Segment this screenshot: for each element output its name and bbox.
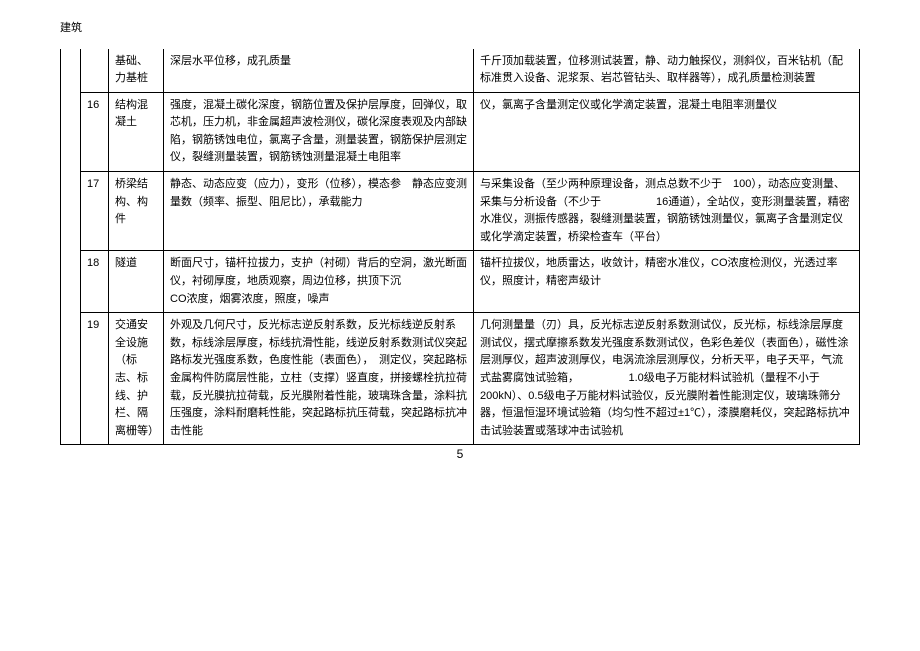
category-cell: 结构混凝土 [109,92,164,171]
params-cell: 断面尺寸，锚杆拉拔力，支护（衬砌）背后的空洞，激光断面仪，衬砌厚度，地质观察，周… [164,251,474,313]
equipment-cell: 千斤顶加载装置，位移测试装置，静、动力触探仪，测斜仪，百米钻机（配标准贯入设备、… [474,49,860,93]
params-cell: 深层水平位移，成孔质量 [164,49,474,93]
page-header: 建筑 [60,20,860,37]
category-cell: 基础、力基桩 [109,49,164,93]
equipment-cell: 锚杆拉拔仪，地质雷达，收敛计，精密水准仪，CO浓度检测仪，光透过率仪，照度计，精… [474,251,860,313]
category-cell: 隧道 [109,251,164,313]
specification-table: 基础、力基桩 深层水平位移，成孔质量 千斤顶加载装置，位移测试装置，静、动力触探… [60,49,860,446]
page-number: 5 [60,445,860,463]
params-cell: 静态、动态应变（应力），变形（位移），模态参 静态应变测量数（频率、振型、阻尼比… [164,172,474,251]
equipment-cell: 几何测量量（刃）具，反光标志逆反射系数测试仪，反光标，标线涂层厚度测试仪，摆式摩… [474,313,860,445]
row-number [81,49,109,93]
table-row: 18 隧道 断面尺寸，锚杆拉拔力，支护（衬砌）背后的空洞，激光断面仪，衬砌厚度，… [61,251,860,313]
row-number: 17 [81,172,109,251]
table-row: 19 交通安全设施（标志、标线、护栏、隔离栅等） 外观及几何尺寸，反光标志逆反射… [61,313,860,445]
row-number: 19 [81,313,109,445]
params-cell: 强度，混凝土碳化深度，钢筋位置及保护层厚度，回弹仪，取芯机，压力机，非金属超声波… [164,92,474,171]
equipment-cell: 与采集设备（至少两种原理设备，测点总数不少于 100），动态应变测量、采集与分析… [474,172,860,251]
params-cell: 外观及几何尺寸，反光标志逆反射系数，反光标线逆反射系数，标线涂层厚度，标线抗滑性… [164,313,474,445]
table-row: 16 结构混凝土 强度，混凝土碳化深度，钢筋位置及保护层厚度，回弹仪，取芯机，压… [61,92,860,171]
category-cell: 交通安全设施（标志、标线、护栏、隔离栅等） [109,313,164,445]
table-row: 17 桥梁结构、构件 静态、动态应变（应力），变形（位移），模态参 静态应变测量… [61,172,860,251]
table-row: 基础、力基桩 深层水平位移，成孔质量 千斤顶加载装置，位移测试装置，静、动力触探… [61,49,860,93]
row-number: 18 [81,251,109,313]
category-cell: 桥梁结构、构件 [109,172,164,251]
spacer-cell [61,49,81,445]
row-number: 16 [81,92,109,171]
equipment-cell: 仪，氯离子含量测定仪或化学滴定装置，混凝土电阻率测量仪 [474,92,860,171]
